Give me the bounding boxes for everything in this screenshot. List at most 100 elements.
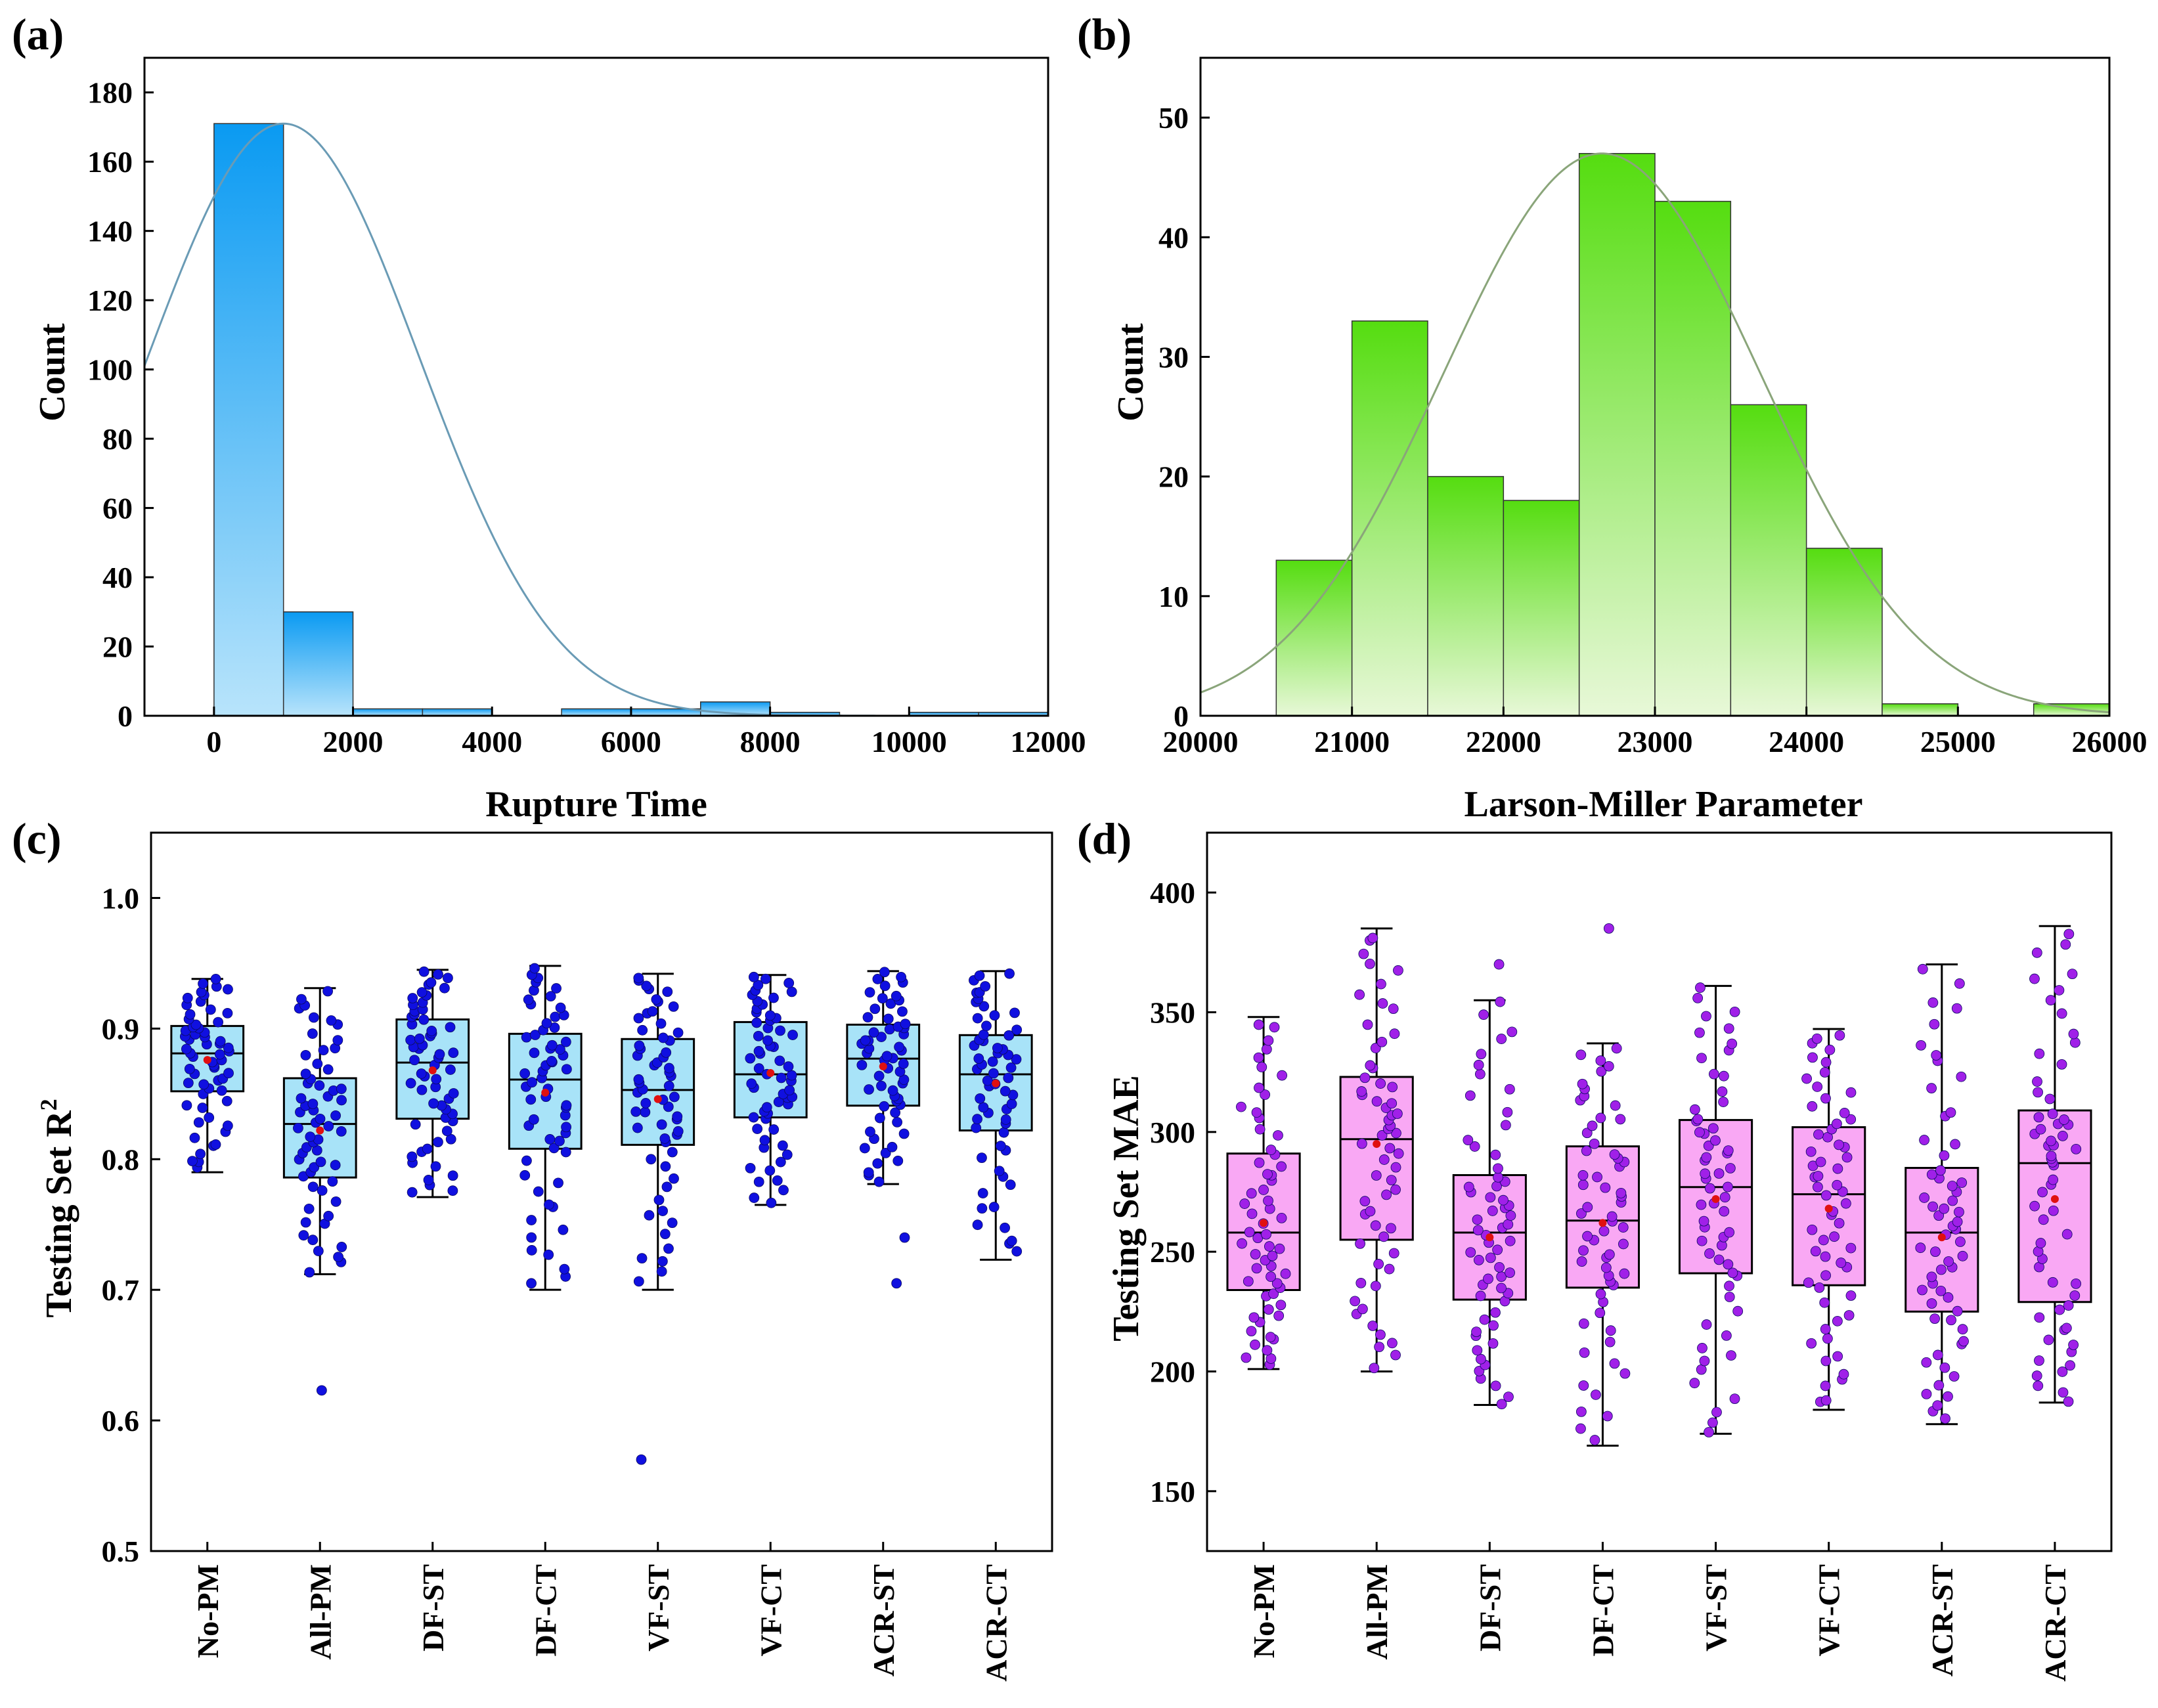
data-point [879,980,891,992]
histogram-bar [282,611,354,716]
data-point [1005,1179,1016,1191]
data-point [745,1053,756,1064]
data-point [1939,1362,1950,1373]
data-point [1697,1343,1707,1353]
data-point [561,1064,572,1075]
plot-area-b: 20000 21000 22000 23000 24000 25000 26000 0 10 20… [1158,56,2147,758]
x-tick-label: 24000 [1769,725,1844,758]
data-point [1696,1053,1707,1064]
data-point [783,1061,794,1072]
data-point [182,992,193,1003]
data-point [193,1117,204,1128]
data-point [1365,1060,1376,1071]
data-point [187,1156,198,1167]
data-point [865,1126,875,1137]
data-point [326,1015,337,1026]
data-point [1592,1172,1602,1183]
data-point [1263,1195,1273,1206]
data-point [1388,1248,1399,1259]
data-point [1388,1003,1399,1015]
data-point [434,1049,445,1060]
data-point [550,1011,561,1022]
data-point [1277,1070,1288,1081]
data-point [1577,1179,1589,1191]
data-point [2048,1174,2059,1185]
data-point [2061,1229,2073,1240]
data-point [1359,1072,1371,1084]
plot-frame [150,831,1053,1552]
data-point [1463,1135,1474,1146]
data-point [1578,1245,1589,1256]
data-point [336,1095,347,1106]
data-point [523,994,534,1005]
data-point [1236,1101,1246,1112]
data-point [1469,1141,1480,1152]
data-point [196,986,207,997]
data-point [1619,1368,1631,1379]
data-point [633,1074,644,1085]
data-point [222,1120,233,1131]
data-point [1704,1183,1715,1194]
data-point [1832,1163,1843,1174]
y-tick-label: 60 [102,492,133,525]
data-point [1355,1238,1365,1249]
data-point [560,1036,571,1047]
data-point [1600,1262,1612,1273]
data-point [1921,1388,1932,1399]
data-point [978,1029,989,1040]
data-point [1932,1349,1943,1361]
data-point [749,1193,760,1203]
data-point [772,1175,783,1186]
data-point [1919,1193,1930,1203]
data-point [994,1166,1005,1177]
data-point [1367,1321,1378,1331]
category-label: DF-ST [416,1564,450,1652]
data-point [1947,1181,1958,1191]
data-point [978,1102,989,1113]
data-point [1498,1194,1508,1206]
data-point [1605,1325,1616,1336]
data-point [1723,1181,1733,1193]
data-point [1726,1350,1736,1361]
data-point [1940,1413,1950,1424]
data-point [1004,968,1015,979]
data-point [1595,1055,1606,1066]
data-point [448,1088,459,1099]
data-point [898,1059,909,1069]
data-point [1393,965,1403,976]
data-point [1936,1264,1947,1275]
data-point [1578,1380,1589,1391]
data-point [2063,929,2075,940]
data-point [656,1119,667,1130]
histogram-bar [1275,559,1353,716]
data-point [633,1276,644,1287]
data-point [987,1056,998,1067]
data-point [660,1161,671,1172]
data-point [1355,1277,1367,1288]
data-point [663,1101,674,1112]
data-point [213,1017,224,1028]
y-tick-label: 0.7 [102,1273,140,1307]
data-point [1476,1353,1486,1365]
y-tick-label: 300 [1150,1116,1195,1149]
y-tick-label: 0.8 [102,1143,140,1176]
data-point [300,1068,311,1080]
data-point [1487,1338,1499,1349]
data-point [1494,1262,1505,1273]
panel-b-larson-miller-histogram: (b) 20000 21000 22000 23000 24000 25000 26000 0… [1077,9,2147,825]
data-point [309,1162,320,1173]
data-point [786,1070,797,1081]
data-point [651,994,662,1005]
data-point [519,1068,531,1079]
data-point [1616,1187,1627,1198]
x-tick-label: 26000 [2072,725,2147,758]
data-point [1500,1120,1511,1131]
data-point [1812,1082,1823,1092]
data-point [1839,1108,1850,1118]
data-point [433,969,443,980]
data-point [1813,1181,1823,1193]
data-point [521,1155,532,1166]
data-point [1820,1190,1832,1201]
data-point [300,1049,311,1061]
data-point [1919,1135,1929,1145]
